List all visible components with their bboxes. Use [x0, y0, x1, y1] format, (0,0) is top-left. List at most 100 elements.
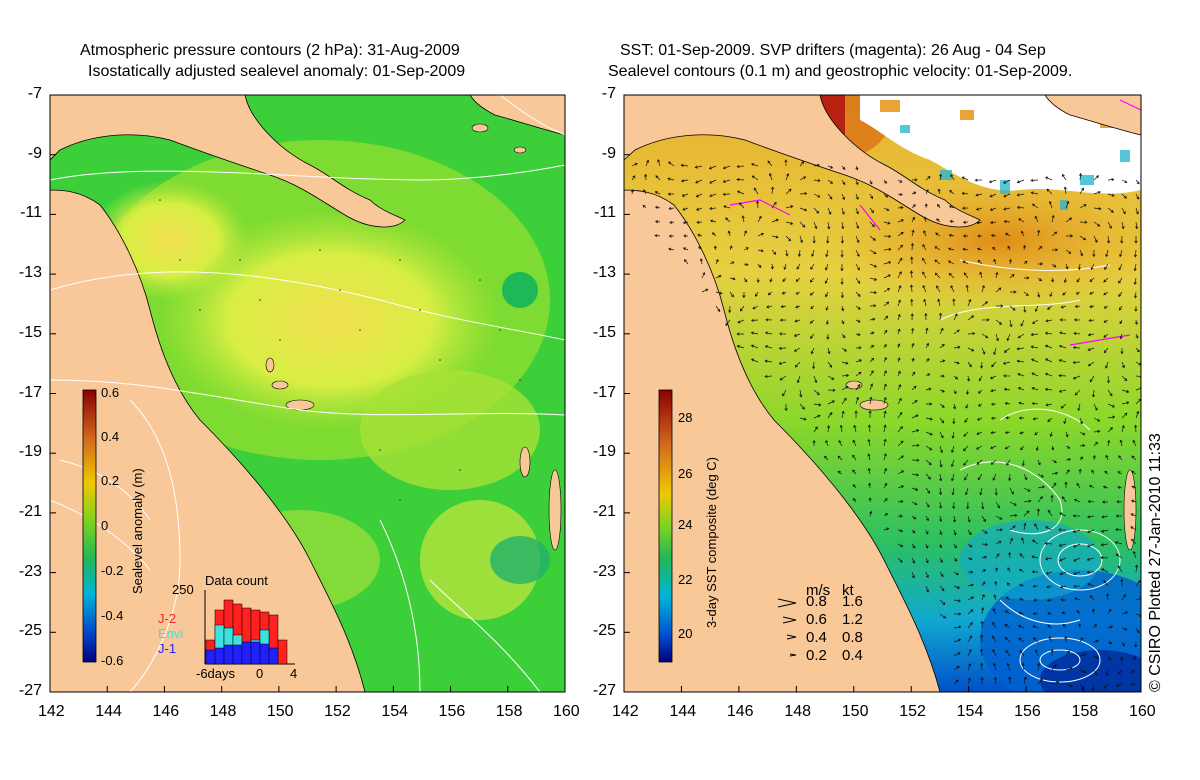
velocity-arrow: [1107, 625, 1114, 629]
velocity-arrow: [981, 555, 988, 559]
velocity-arrow: [883, 424, 887, 433]
velocity-arrow: [1034, 431, 1039, 436]
velocity-arrow: [796, 375, 801, 384]
velocity-arrow: [855, 207, 859, 215]
velocity-arrow: [1023, 676, 1027, 685]
velocity-arrow: [813, 426, 818, 433]
velocity-arrow: [1077, 403, 1081, 412]
velocity-arrow: [925, 529, 929, 535]
velocity-arrow: [1047, 509, 1053, 517]
velocity-arrow: [631, 162, 638, 167]
velocity-arrow: [939, 343, 945, 349]
velocity-arrow: [1059, 557, 1067, 562]
velocity-arrow: [925, 571, 929, 579]
velocity-arrow: [810, 347, 815, 355]
velocity-arrow: [1093, 175, 1100, 181]
velocity-arrow: [1135, 193, 1140, 200]
velocity-arrow: [1023, 473, 1028, 481]
left-title-line2: Isostatically adjusted sealevel anomaly:…: [88, 63, 466, 80]
velocity-arrow: [995, 553, 1000, 559]
velocity-arrow: [1006, 333, 1011, 342]
velocity-arrow: [869, 207, 874, 214]
velocity-arrow: [796, 263, 801, 270]
velocity-arrow: [963, 272, 969, 279]
velocity-arrow: [736, 190, 745, 195]
velocity-arrow: [1032, 319, 1039, 324]
velocity-arrow: [729, 261, 735, 265]
velocity-arrow: [897, 244, 904, 251]
velocity-arrow: [1019, 649, 1025, 657]
velocity-arrow: [980, 620, 984, 629]
velocity-arrow: [947, 260, 955, 265]
velocity-arrow: [1032, 637, 1039, 643]
velocity-arrow: [910, 298, 914, 307]
velocity-arrow: [990, 431, 997, 435]
velocity-arrow: [751, 318, 759, 322]
velocity-arrow: [869, 221, 875, 228]
velocity-arrow: [1105, 454, 1109, 461]
velocity-arrow: [1065, 200, 1070, 209]
velocity-arrow: [824, 263, 829, 271]
velocity-arrow: [939, 173, 943, 181]
velocity-arrow: [939, 473, 943, 482]
velocity-arrow: [668, 161, 675, 167]
velocity-arrow: [729, 277, 736, 281]
velocity-arrow: [951, 445, 955, 454]
velocity-arrow: [1090, 263, 1095, 271]
velocity-arrow: [701, 288, 709, 293]
velocity-arrow: [867, 453, 871, 461]
velocity-arrow: [1072, 529, 1081, 533]
velocity-arrow: [736, 164, 745, 169]
velocity-arrow: [753, 187, 759, 195]
velocity-arrow: [911, 501, 918, 506]
velocity-arrow: [715, 258, 719, 265]
velocity-arrow: [1129, 682, 1137, 686]
velocity-arrow: [1051, 445, 1055, 451]
velocity-arrow: [1134, 236, 1138, 244]
velocity-arrow: [883, 498, 888, 503]
velocity-arrow: [897, 357, 901, 363]
velocity-arrow: [953, 571, 959, 576]
velocity-arrow: [990, 459, 997, 465]
australia-land-left: [50, 95, 366, 692]
velocity-arrow: [967, 298, 972, 307]
velocity-arrow: [770, 186, 775, 195]
x-tick-label-right: 150: [841, 703, 869, 720]
velocity-arrow: [1065, 249, 1072, 254]
left-cb-tick-5: -0.4: [101, 608, 124, 623]
velocity-arrow: [868, 497, 872, 503]
velocity-arrow: [967, 543, 973, 548]
velocity-arrow: [1089, 305, 1095, 309]
velocity-arrow: [1017, 373, 1025, 377]
velocity-arrow: [827, 411, 833, 419]
velocity-arrow: [1135, 333, 1139, 339]
y-tick-label-left: -7: [27, 85, 42, 102]
velocity-arrow: [965, 284, 969, 293]
velocity-arrow: [1076, 482, 1081, 489]
velocity-arrow: [827, 347, 831, 355]
velocity-arrow: [1076, 609, 1081, 615]
key-row-0-ms: 0.8: [806, 593, 827, 610]
velocity-arrow: [1031, 570, 1039, 574]
velocity-arrow: [667, 192, 675, 196]
velocity-arrow: [855, 179, 859, 186]
velocity-arrow: [948, 233, 955, 237]
velocity-arrow: [1087, 347, 1095, 351]
velocity-arrow: [1133, 655, 1137, 660]
velocity-arrow: [841, 319, 845, 325]
velocity-arrow: [925, 387, 932, 391]
y-tick-label-right: -23: [592, 562, 616, 580]
new-guinea-land-right: [624, 95, 981, 228]
velocity-arrow: [992, 635, 997, 643]
velocity-arrow: [910, 242, 914, 251]
velocity-arrow: [992, 247, 997, 251]
velocity-arrow: [925, 402, 933, 406]
velocity-arrow: [994, 580, 998, 587]
velocity-arrow: [695, 207, 703, 211]
velocity-arrow: [939, 445, 943, 454]
velocity-arrow: [811, 249, 815, 257]
velocity-arrow: [977, 473, 983, 481]
velocity-arrow: [736, 345, 745, 349]
velocity-arrow: [1065, 431, 1069, 438]
velocity-arrow: [852, 439, 857, 447]
